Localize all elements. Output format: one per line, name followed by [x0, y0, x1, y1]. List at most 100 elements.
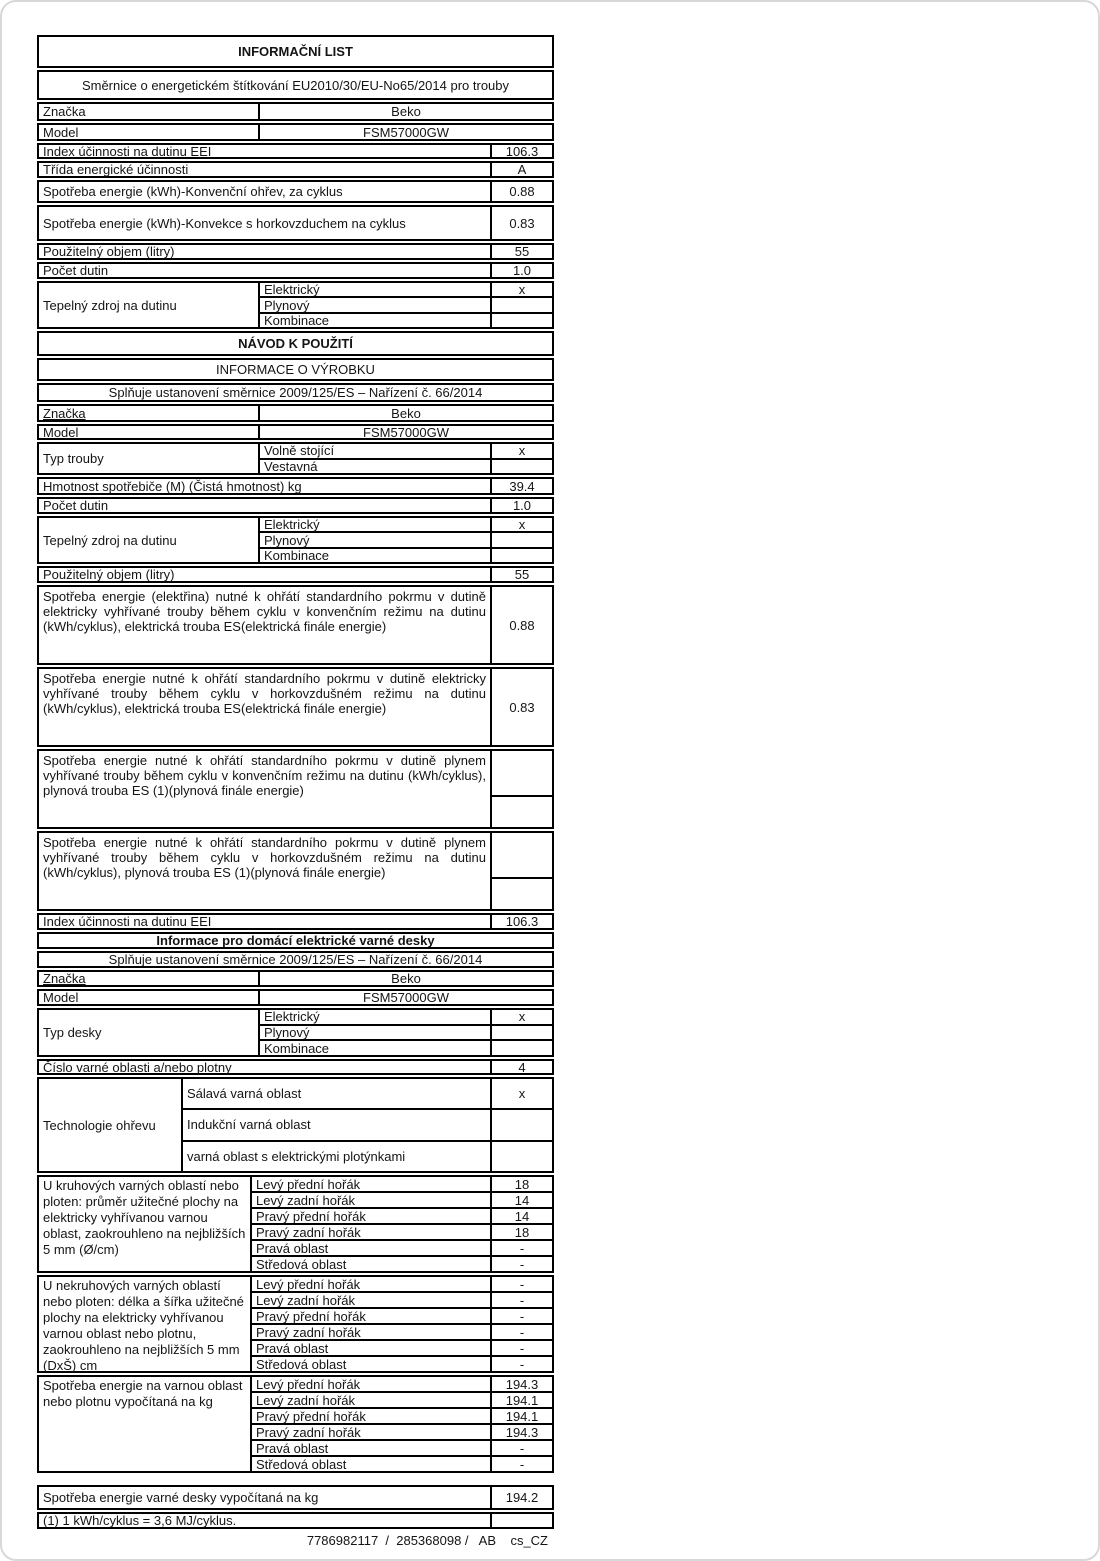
volume-label: Použitelný objem (litry): [43, 244, 175, 259]
hob-type-label: Typ desky: [39, 1010, 260, 1055]
option-label: Elektrický: [264, 517, 320, 533]
section-a-subtitle-text: Směrnice o energetickém štítkování EU201…: [81, 77, 510, 93]
hob-total-consumption-label: Spotřeba energie varné desky vypočítaná …: [43, 1490, 319, 1505]
burner-row: Pravý zadní hořák -: [252, 1325, 552, 1341]
model-label: Model: [43, 424, 79, 440]
option-row: Vestavná: [260, 458, 552, 474]
section-b-subtitle: INFORMACE O VÝROBKU: [37, 358, 554, 381]
paragraph-label: Spotřeba energie nutné k ohřátí standard…: [43, 753, 486, 798]
option-label: Volně stojící: [264, 443, 335, 459]
paragraph-value-cells: [490, 751, 552, 827]
burner-row: Pravá oblast -: [252, 1341, 552, 1357]
heat-source-label: Tepelný zdroj na dutinu: [39, 283, 260, 327]
document-code: 7786982117 / 285368098 / AB cs_CZ: [306, 1533, 548, 1548]
option-value: [490, 459, 552, 473]
model-value: FSM57000GW: [258, 990, 552, 1005]
hob-type-options: Elektrický x Plynový Kombinace: [260, 1009, 552, 1056]
burner-value: -: [490, 1457, 552, 1472]
burner-label: Levý zadní hořák: [256, 1392, 356, 1408]
oven-type-group: Typ trouby Volně stojící x Vestavná: [37, 442, 554, 475]
heat-source-group: Tepelný zdroj na dutinu Elektrický x Ply…: [37, 516, 554, 564]
paragraph-value-top: [492, 751, 552, 798]
option-row: Kombinace: [260, 1040, 552, 1056]
burner-label: Levý přední hořák: [256, 1376, 361, 1392]
option-row: Indukční varná oblast: [183, 1110, 552, 1142]
model-value: FSM57000GW: [258, 425, 552, 440]
option-label: Elektrický: [264, 282, 320, 298]
option-label: Plynový: [264, 297, 310, 313]
paragraph-value-bottom: [492, 797, 552, 827]
option-value: [490, 548, 552, 562]
brand-row: Značka Beko: [37, 404, 554, 422]
option-value: [490, 298, 552, 312]
option-label: Vestavná: [264, 458, 318, 474]
heating-technology-label: Technologie ohřevu: [39, 1079, 183, 1171]
oven-type-options: Volně stojící x Vestavná: [260, 443, 552, 474]
burner-label: Pravý zadní hořák: [256, 1224, 361, 1240]
brand-row: Značka Beko: [37, 970, 554, 987]
section-b-directive: Splňuje ustanovení směrnice 2009/125/ES …: [37, 383, 554, 402]
burner-value: -: [490, 1241, 552, 1256]
hob-total-consumption-row: Spotřeba energie varné desky vypočítaná …: [37, 1485, 554, 1510]
round-zones-rows: Levý přední hořák 18 Levý zadní hořák 14…: [252, 1177, 552, 1272]
option-row: Plynový: [260, 297, 552, 314]
paragraph-label: Spotřeba energie (elektřina) nutné k ohř…: [43, 589, 486, 634]
option-row: Sálavá varná oblast x: [183, 1079, 552, 1111]
burner-value: 194.1: [490, 1393, 552, 1408]
option-label: Plynový: [264, 1025, 310, 1041]
section-a-subtitle: Směrnice o energetickém štítkování EU201…: [37, 70, 554, 100]
heat-source-group: Tepelný zdroj na dutinu Elektrický x Ply…: [37, 281, 554, 329]
energy-class-value: A: [490, 162, 552, 177]
nonround-zones-label: U nekruhových varných oblastí nebo plote…: [39, 1277, 252, 1373]
volume-row: Použitelný objem (litry) 55: [37, 243, 554, 260]
option-value: x: [490, 517, 552, 532]
heat-source-options: Elektrický x Plynový Kombinace: [260, 517, 552, 563]
option-label: Kombinace: [264, 312, 330, 328]
fiche-table: INFORMAČNÍ LIST Směrnice o energetickém …: [37, 35, 554, 1548]
fan-consumption-label: Spotřeba energie (kWh)-Konvekce s horkov…: [43, 215, 406, 231]
energy-class-label: Třída energické účinnosti: [43, 162, 189, 177]
burner-row: Pravý přední hořák 14: [252, 1209, 552, 1225]
energy-paragraph-row: Spotřeba energie nutné k ohřátí standard…: [37, 667, 554, 747]
model-label: Model: [43, 990, 79, 1005]
volume-value: 55: [490, 567, 552, 582]
option-label: Indukční varná oblast: [187, 1117, 311, 1133]
burner-label: Levý přední hořák: [256, 1276, 361, 1292]
model-label: Model: [43, 124, 79, 140]
brand-value: Beko: [258, 971, 552, 986]
footnote-text: (1) 1 kWh/cyklus = 3,6 MJ/cyklus.: [43, 1513, 237, 1528]
option-label: varná oblast s elektrickými plotýnkami: [187, 1148, 406, 1164]
eei-label: Index účinnosti na dutinu EEI: [43, 914, 212, 929]
round-zones-label: U kruhových varných oblastí nebo ploten:…: [39, 1177, 252, 1271]
cavities-label: Počet dutin: [43, 263, 109, 278]
burner-label: Pravá oblast: [256, 1440, 329, 1456]
mass-value: 39.4: [490, 479, 552, 494]
burner-row: Levý zadní hořák 194.1: [252, 1393, 552, 1409]
eei-row: Index účinnosti na dutinu EEI 106.3: [37, 913, 554, 930]
section-b-directive-text: Splňuje ustanovení směrnice 2009/125/ES …: [108, 385, 483, 400]
burner-label: Pravý přední hořák: [256, 1208, 366, 1224]
nonround-zones-group: U nekruhových varných oblastí nebo plote…: [37, 1275, 554, 1373]
option-label: Sálavá varná oblast: [187, 1086, 302, 1102]
cavities-value: 1.0: [490, 263, 552, 278]
option-label: Kombinace: [264, 1040, 330, 1056]
burner-row: Středová oblast -: [252, 1257, 552, 1272]
burner-value: -: [490, 1309, 552, 1324]
option-row: Kombinace: [260, 548, 552, 563]
option-value: x: [490, 443, 552, 458]
hob-total-consumption-value: 194.2: [490, 1487, 552, 1508]
paragraph-value-cells: [490, 833, 552, 909]
eei-value: 106.3: [490, 914, 552, 929]
burner-row: Středová oblast -: [252, 1357, 552, 1372]
zones-row: Číslo varné oblasti a/nebo plotny 4: [37, 1059, 554, 1075]
zone-consumption-rows: Levý přední hořák 194.3 Levý zadní hořák…: [252, 1376, 552, 1472]
option-row: Elektrický x: [260, 1009, 552, 1026]
option-value: [490, 1110, 552, 1140]
burner-value: 18: [490, 1177, 552, 1192]
burner-row: Pravá oblast -: [252, 1241, 552, 1257]
footnote-value-cell: [490, 1514, 552, 1527]
volume-row: Použitelný objem (litry) 55: [37, 566, 554, 583]
brand-label: Značka: [43, 405, 86, 421]
burner-value: 14: [490, 1209, 552, 1224]
